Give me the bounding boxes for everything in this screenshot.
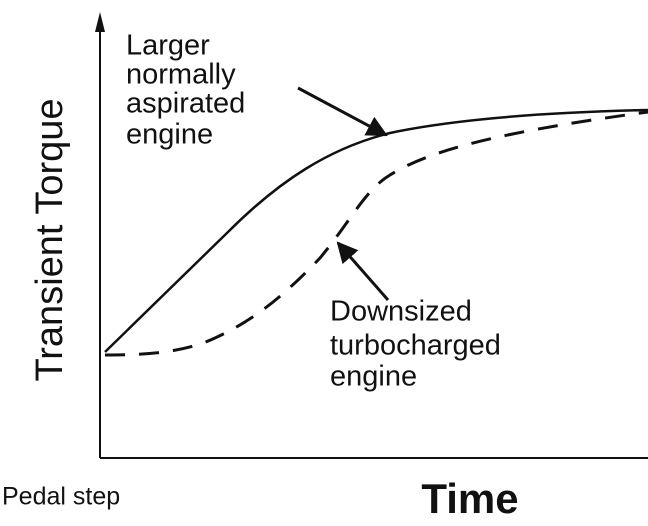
annotation-line: turbocharged <box>330 330 501 362</box>
annotation-line: Downsized <box>330 296 472 328</box>
annotation-line: normally <box>126 59 236 91</box>
y-axis-label: Transient Torque <box>29 98 71 381</box>
x-axis-label: Time <box>421 475 518 522</box>
annotation-line: engine <box>126 119 213 151</box>
annotation-line: engine <box>330 361 417 393</box>
annotation-line: Larger <box>126 30 210 62</box>
annotation-line: aspirated <box>126 88 245 120</box>
turbocharged-curve <box>104 110 648 357</box>
annotation-arrow <box>297 86 388 137</box>
y-axis-arrow <box>95 12 105 32</box>
naturally-aspirated-curve <box>104 108 648 353</box>
start-label: Pedal step <box>2 483 120 511</box>
annotation-arrow <box>336 241 390 301</box>
